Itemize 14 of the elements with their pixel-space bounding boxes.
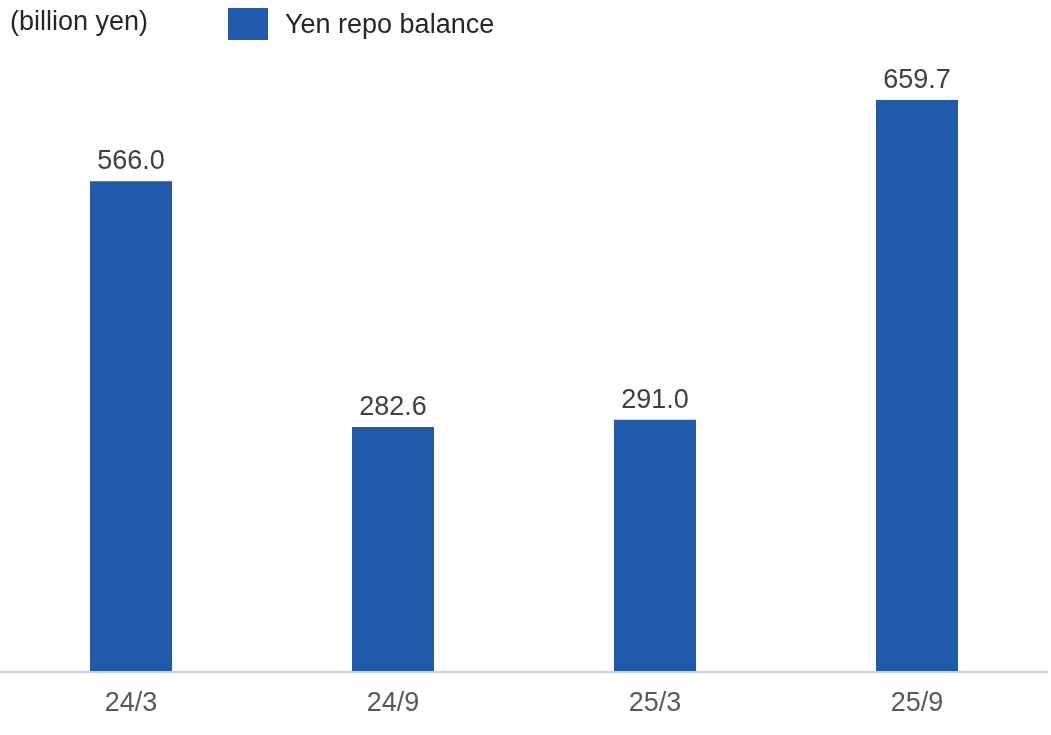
bar	[90, 181, 172, 672]
data-label: 291.0	[621, 383, 689, 414]
data-label: 659.7	[883, 64, 951, 94]
bar	[876, 100, 958, 672]
x-tick-label: 25/9	[890, 687, 944, 718]
bar	[352, 426, 434, 672]
x-tick-label: 25/3	[628, 687, 682, 718]
data-label: 282.6	[359, 390, 427, 421]
y-axis-title: (billion yen)	[10, 6, 149, 37]
data-label: 566.0	[97, 145, 165, 176]
legend-label: Yen repo balance	[285, 8, 495, 40]
x-tick-label: 24/9	[366, 687, 420, 718]
x-tick-label: 24/3	[104, 687, 158, 718]
bar	[614, 419, 696, 672]
